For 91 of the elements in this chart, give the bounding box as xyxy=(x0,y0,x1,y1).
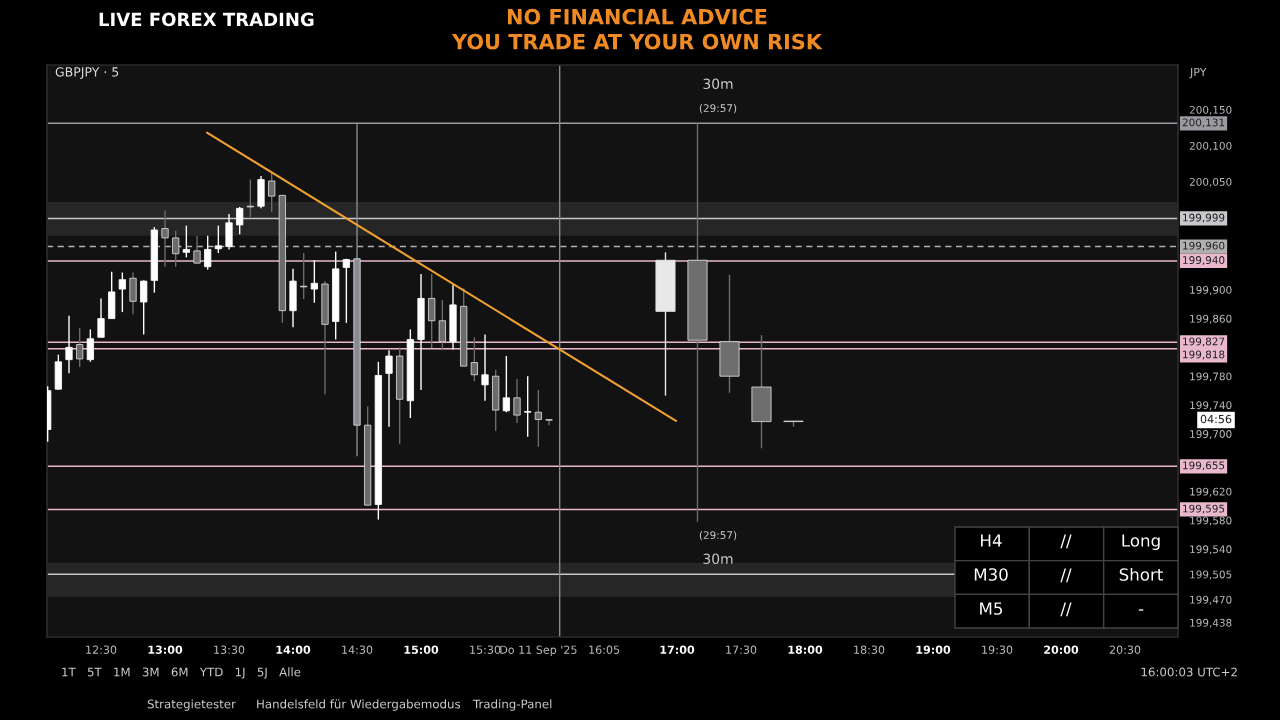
text: Strategietester xyxy=(147,699,236,711)
x-tick-label: 20:30 xyxy=(1109,645,1141,654)
candlestick xyxy=(214,224,222,254)
candlestick xyxy=(76,327,84,368)
chart-subtitle: NO FINANCIAL ADVICE YOU TRADE AT YOUR OWN RISK xyxy=(451,8,823,50)
candlestick xyxy=(161,209,169,268)
annotation: Short xyxy=(1119,567,1163,581)
x-tick-label: 15:30 xyxy=(470,645,501,654)
text: 1T 5T 1M 3M 6M YTD 1J 5J Alle xyxy=(62,667,301,679)
y-tick-label: 199,580 xyxy=(1190,516,1232,526)
y-tick-label: 199,900 xyxy=(1190,285,1232,295)
ref-line-label: 199,960 xyxy=(1183,241,1225,251)
y-tick-label: 199,438 xyxy=(1190,618,1232,628)
candlestick xyxy=(524,375,532,438)
candlestick xyxy=(86,328,94,363)
annotation: (29:57) xyxy=(699,530,737,541)
ref-line-label: 199,818 xyxy=(1183,350,1225,360)
x-tick-label: 17:00 xyxy=(660,645,695,654)
y-tick-label: 199,740 xyxy=(1190,401,1232,411)
candlestick xyxy=(65,315,73,375)
x-tick-label: 19:30 xyxy=(982,645,1013,654)
x-tick-label: 12:30 xyxy=(86,645,117,654)
annotation: // xyxy=(1060,534,1072,549)
ref-line-label: 199,999 xyxy=(1183,213,1225,223)
annotation: 30m xyxy=(703,553,733,565)
x-tick-label: 14:30 xyxy=(342,645,373,654)
candlestick xyxy=(545,419,553,426)
ref-line-label: 199,655 xyxy=(1183,461,1225,471)
ref-line-label: 199,940 xyxy=(1183,256,1225,266)
text: Trading-Panel xyxy=(472,699,552,711)
annotation: // xyxy=(1060,602,1072,617)
y-tick-label: 200,050 xyxy=(1189,177,1232,187)
candlestick xyxy=(193,235,201,265)
x-tick-label: 18:30 xyxy=(854,645,885,654)
annotation: H4 xyxy=(981,534,1002,547)
x-tick-label: 17:30 xyxy=(726,645,757,654)
candlestick xyxy=(428,273,436,349)
y-tick-label: 199,540 xyxy=(1190,545,1232,555)
candlestick xyxy=(225,213,233,251)
x-tick-label: 13:00 xyxy=(148,645,183,654)
candlestick xyxy=(129,271,137,315)
candlestick xyxy=(182,224,190,259)
x-tick-label: Do 11 Sep '25 16:05 xyxy=(500,645,620,657)
ref-line-label: 199,595 xyxy=(1183,504,1225,514)
candlestick xyxy=(310,259,318,304)
y-tick-label: 200,150 xyxy=(1189,105,1232,115)
y-tick-label: 199,470 xyxy=(1190,595,1232,605)
y-tick-label: 199,505 xyxy=(1190,570,1232,580)
candlestick xyxy=(385,349,393,428)
text: Handelsfeld für Wiedergabemodus xyxy=(257,699,461,711)
candlestick xyxy=(534,389,542,448)
text: 16:00:03 UTC+2 xyxy=(1141,667,1237,677)
candlestick xyxy=(118,271,126,313)
candlestick xyxy=(268,172,276,213)
annotation: Long xyxy=(1122,534,1160,551)
annotation: M5 xyxy=(980,602,1003,615)
y-tick-label: 199,700 xyxy=(1190,430,1232,440)
candlestick xyxy=(438,299,446,351)
annotation: - xyxy=(1138,609,1144,611)
x-tick-label: 20:00 xyxy=(1044,645,1079,654)
annotation: M30 xyxy=(974,568,1008,581)
text: JPY xyxy=(1189,67,1207,79)
candlestick xyxy=(204,235,212,271)
candlestick xyxy=(172,229,180,268)
candlestick xyxy=(513,378,521,424)
candlestick xyxy=(470,336,478,382)
candlestick xyxy=(236,206,244,235)
text: 04:56 xyxy=(1200,414,1232,424)
annotation: (29:57) xyxy=(699,103,737,114)
candlestick xyxy=(481,333,489,402)
candlestick xyxy=(246,178,254,218)
candlestick xyxy=(140,279,148,336)
y-tick-label: 199,860 xyxy=(1190,314,1232,324)
chart-title: LIVE FOREX TRADING xyxy=(99,12,314,27)
ref-line-label: 199,827 xyxy=(1183,337,1225,347)
candlestick xyxy=(502,355,510,413)
x-tick-label: 14:00 xyxy=(276,645,311,654)
annotation: GBPJPY · 5 xyxy=(55,67,119,79)
candlestick xyxy=(300,252,308,300)
ref-line-label: 200,131 xyxy=(1182,118,1225,128)
y-tick-label: 199,780 xyxy=(1190,372,1232,382)
x-tick-label: 15:00 xyxy=(404,645,439,654)
y-tick-label: 200,100 xyxy=(1189,141,1232,151)
annotation: 30m xyxy=(703,78,733,90)
x-tick-label: 18:00 xyxy=(788,645,823,654)
candlestick xyxy=(342,258,350,324)
y-tick-label: 199,620 xyxy=(1190,487,1232,497)
annotation: // xyxy=(1060,568,1072,583)
candlestick xyxy=(97,297,105,339)
x-tick-label: 19:00 xyxy=(916,645,951,654)
x-tick-label: 13:30 xyxy=(214,645,245,654)
